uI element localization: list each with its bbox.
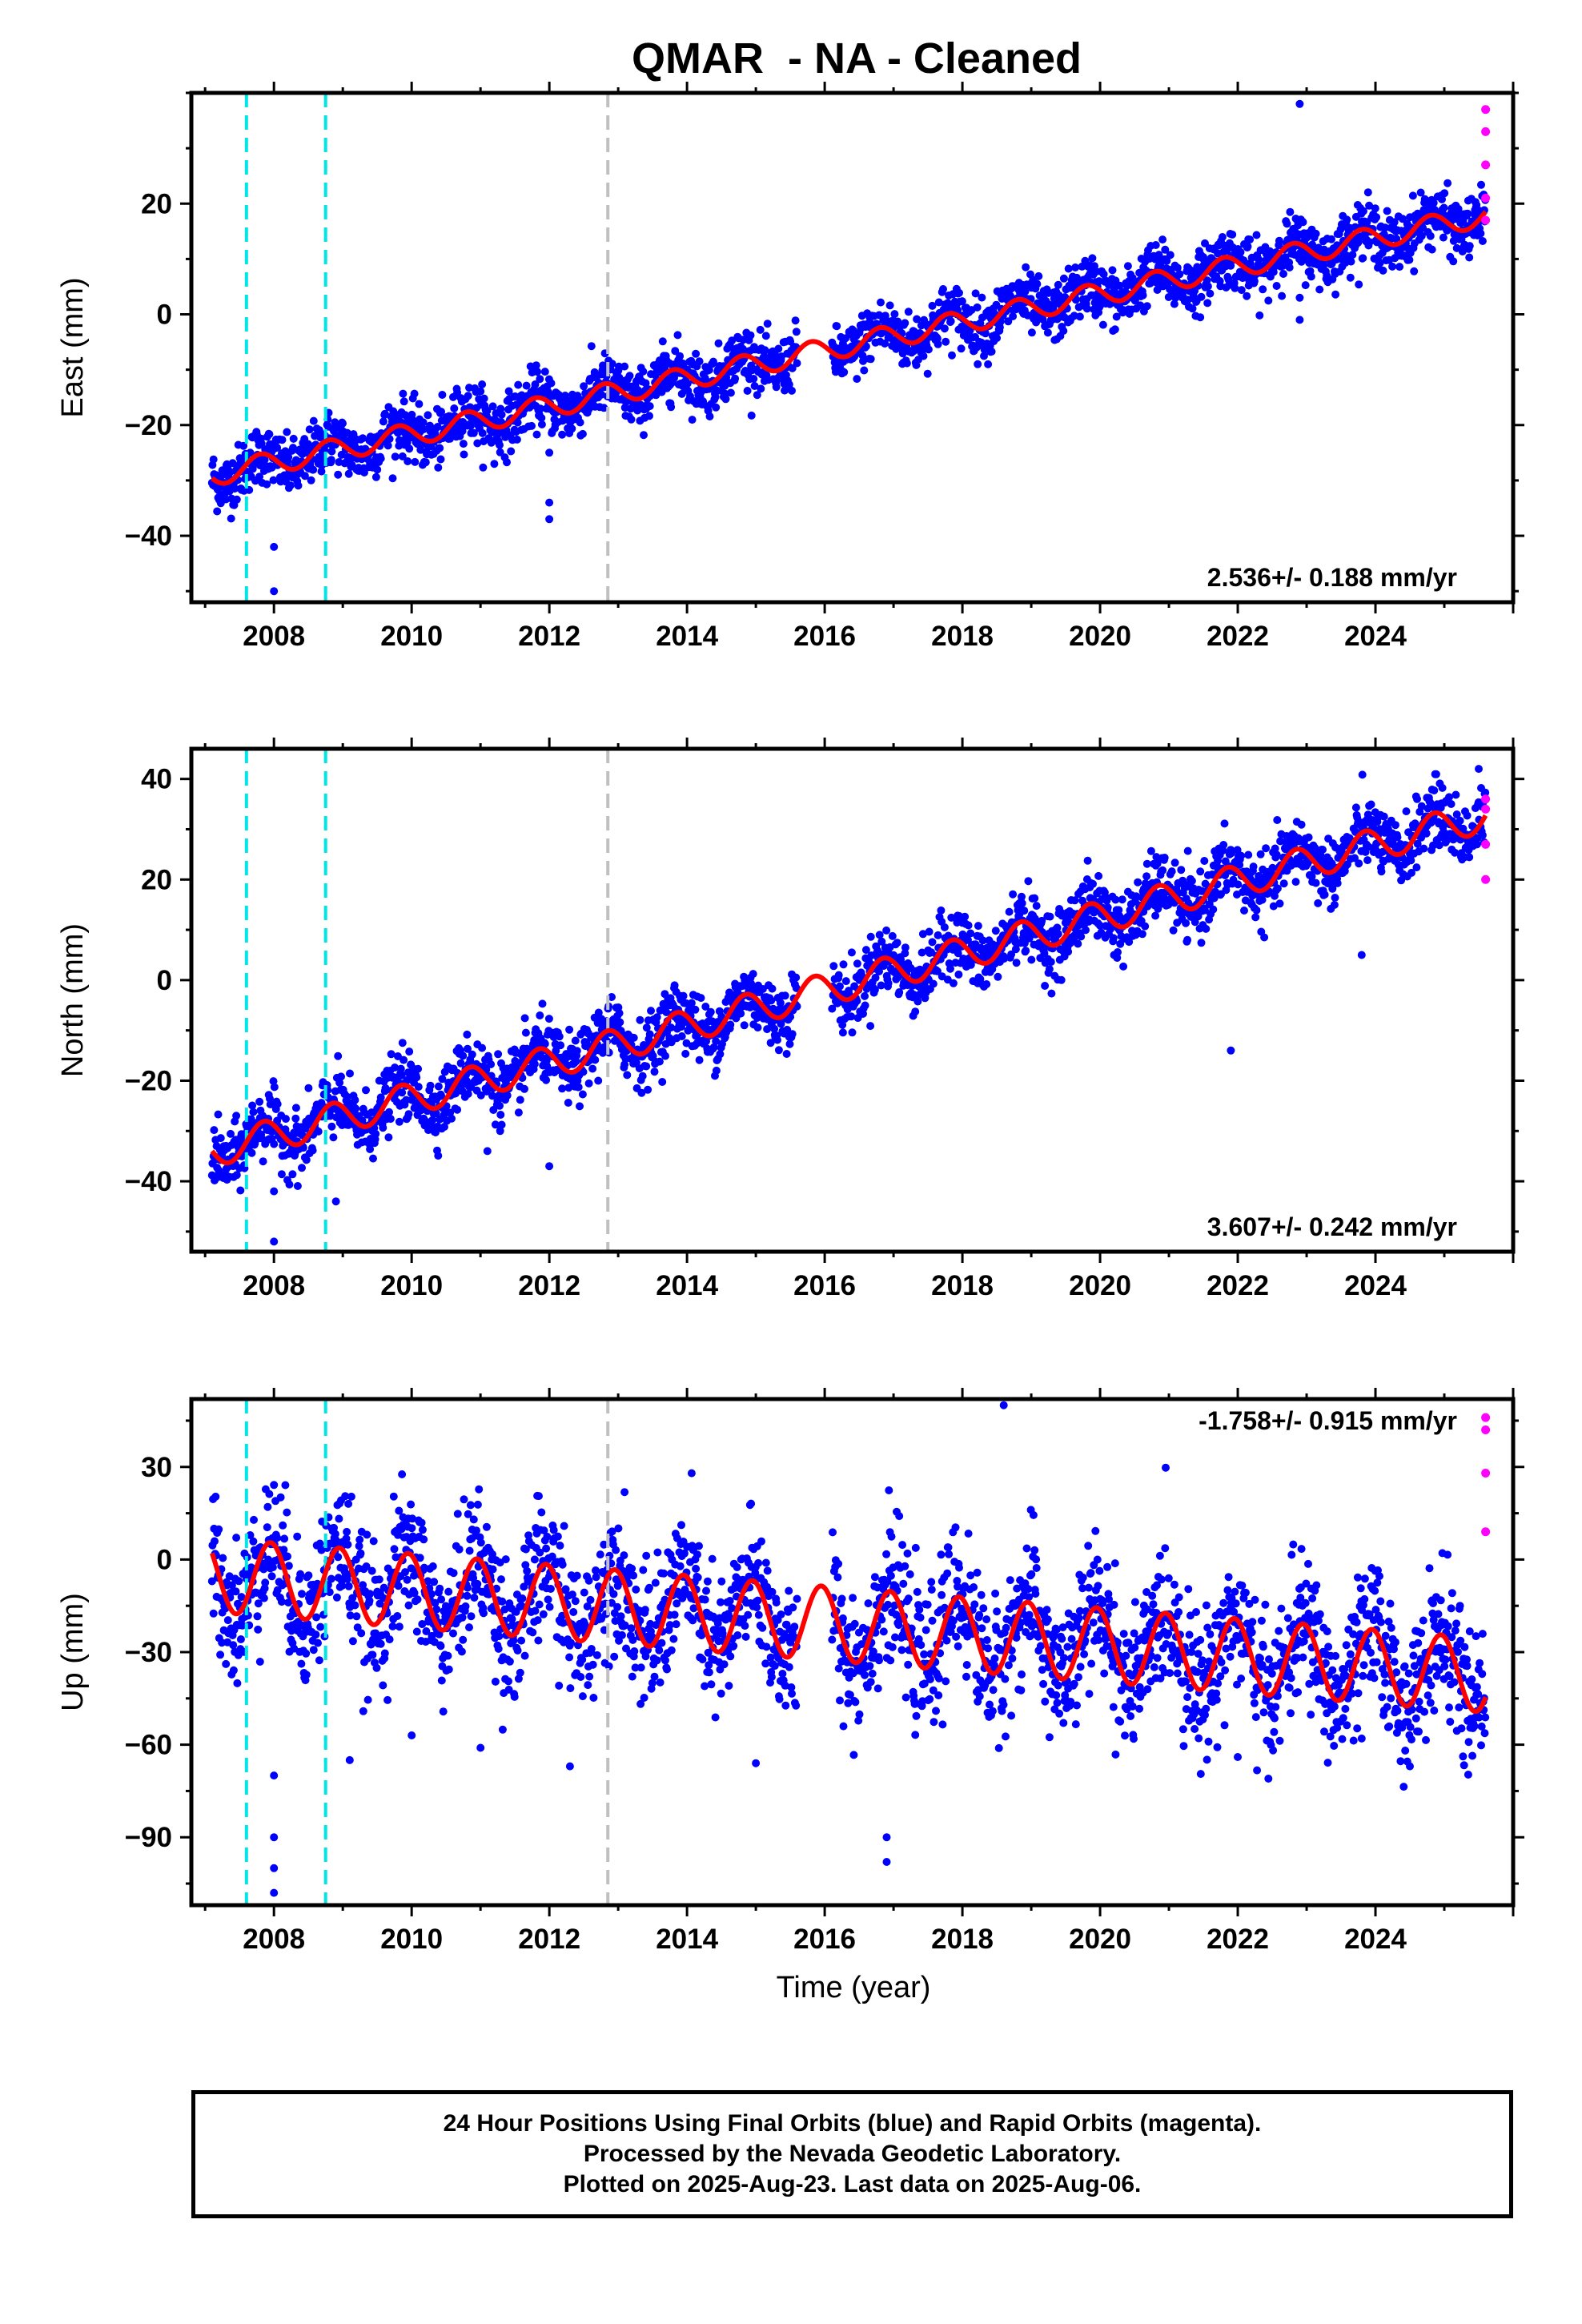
final-orbit-points bbox=[207, 1401, 1490, 1897]
data-layer bbox=[207, 749, 1491, 1252]
plot-frame bbox=[189, 746, 1516, 1254]
rapid-orbit-point bbox=[1481, 127, 1491, 136]
x-tick-label: 2008 bbox=[243, 1924, 305, 1955]
x-tick-label: 2022 bbox=[1207, 1270, 1269, 1301]
footer-box: 24 Hour Positions Using Final Orbits (bl… bbox=[191, 2090, 1513, 2218]
plots-canvas: 2008 2010 2012 2014 2016 2018 2020 2022 2024−40−… bbox=[56, 82, 1524, 2004]
rate-label: 2.536+/- 0.188 mm/yr bbox=[1207, 563, 1457, 592]
rate-label: -1.758+/- 0.915 mm/yr bbox=[1199, 1406, 1457, 1435]
y-tick-label: 30 bbox=[141, 1452, 172, 1483]
x-tick-label: 2016 bbox=[793, 1924, 856, 1955]
y-tick-label: −40 bbox=[125, 1166, 172, 1197]
x-tick-label: 2016 bbox=[793, 621, 856, 652]
footer-line-2: Processed by the Nevada Geodetic Laborat… bbox=[583, 2141, 1122, 2167]
rate-label: 3.607+/- 0.242 mm/yr bbox=[1207, 1212, 1457, 1241]
x-tick-label: 2022 bbox=[1207, 1924, 1269, 1955]
data-layer bbox=[207, 1399, 1491, 1905]
model-curve bbox=[210, 810, 1488, 1166]
chart-title: QMAR - NA - Cleaned bbox=[631, 34, 1082, 82]
x-tick-label: 2024 bbox=[1344, 621, 1407, 652]
x-tick-label: 2020 bbox=[1069, 1270, 1131, 1301]
x-tick-label: 2024 bbox=[1344, 1924, 1407, 1955]
y-tick-label: 0 bbox=[157, 965, 172, 996]
x-tick-label: 2018 bbox=[931, 621, 994, 652]
y-axis-label: East (mm) bbox=[56, 277, 90, 417]
footer-line-3: Plotted on 2025-Aug-23. Last data on 202… bbox=[563, 2171, 1142, 2197]
data-layer bbox=[207, 93, 1491, 602]
x-tick-label: 2022 bbox=[1207, 621, 1269, 652]
x-tick-label: 2014 bbox=[656, 1270, 718, 1301]
x-tick-label: 2018 bbox=[931, 1924, 994, 1955]
x-tick-label: 2008 bbox=[243, 621, 305, 652]
rapid-orbit-point bbox=[1481, 1527, 1491, 1537]
rapid-orbit-point bbox=[1481, 794, 1491, 804]
x-tick-label: 2010 bbox=[380, 1270, 443, 1301]
rapid-orbit-point bbox=[1481, 1425, 1491, 1435]
x-tick-label: 2012 bbox=[518, 1270, 580, 1301]
rapid-orbit-point bbox=[1481, 105, 1491, 115]
x-tick-label: 2014 bbox=[656, 621, 718, 652]
y-axis-label: North (mm) bbox=[56, 923, 90, 1077]
x-tick-label: 2010 bbox=[380, 1924, 443, 1955]
model-curve bbox=[211, 210, 1488, 486]
east-panel: 2008 2010 2012 2014 2016 2018 2020 2022 2024 −40 −… bbox=[56, 82, 1524, 652]
y-tick-label: −90 bbox=[125, 1822, 172, 1853]
y-axis-label: Up (mm) bbox=[56, 1593, 90, 1711]
model-curve bbox=[209, 1540, 1488, 1715]
rapid-orbit-point bbox=[1481, 804, 1491, 814]
plot-frame bbox=[189, 90, 1516, 605]
rapid-orbit-point bbox=[1481, 160, 1491, 170]
y-tick-label: −20 bbox=[125, 410, 172, 441]
up-panel: 2008 2010 2012 2014 2016 2018 2020 2022 2024 −90 −… bbox=[56, 1388, 1524, 1955]
north-panel: 2008 2010 2012 2014 2016 2018 2020 2022 2024 −40 −… bbox=[56, 738, 1524, 1301]
x-tick-label: 2024 bbox=[1344, 1270, 1407, 1301]
rapid-orbit-point bbox=[1481, 193, 1491, 203]
y-tick-label: 0 bbox=[157, 300, 172, 331]
x-tick-label: 2012 bbox=[518, 1924, 580, 1955]
y-tick-label: 0 bbox=[157, 1544, 172, 1575]
y-tick-label: −60 bbox=[125, 1730, 172, 1761]
x-tick-label: 2008 bbox=[243, 1270, 305, 1301]
footer-line-1: 24 Hour Positions Using Final Orbits (bl… bbox=[443, 2110, 1262, 2137]
rapid-orbit-point bbox=[1481, 839, 1491, 849]
x-tick-label: 2018 bbox=[931, 1270, 994, 1301]
y-tick-label: −40 bbox=[125, 521, 172, 552]
x-tick-label: 2016 bbox=[793, 1270, 856, 1301]
rapid-orbit-point bbox=[1481, 875, 1491, 884]
rapid-orbit-point bbox=[1481, 1413, 1491, 1422]
x-tick-label: 2012 bbox=[518, 621, 580, 652]
y-tick-label: −30 bbox=[125, 1637, 172, 1668]
final-orbit-points bbox=[207, 765, 1490, 1246]
y-tick-label: 20 bbox=[141, 864, 172, 895]
y-tick-label: 40 bbox=[141, 764, 172, 795]
x-tick-label: 2020 bbox=[1069, 621, 1131, 652]
y-tick-label: −20 bbox=[125, 1065, 172, 1096]
y-tick-label: 20 bbox=[141, 188, 172, 219]
x-tick-label: 2020 bbox=[1069, 1924, 1131, 1955]
rapid-orbit-point bbox=[1481, 1468, 1491, 1478]
x-tick-label: 2010 bbox=[380, 621, 443, 652]
rapid-orbit-point bbox=[1481, 215, 1491, 225]
x-axis-label: Time (year) bbox=[777, 1971, 931, 2004]
x-tick-label: 2014 bbox=[656, 1924, 718, 1955]
final-orbit-points bbox=[207, 99, 1490, 596]
